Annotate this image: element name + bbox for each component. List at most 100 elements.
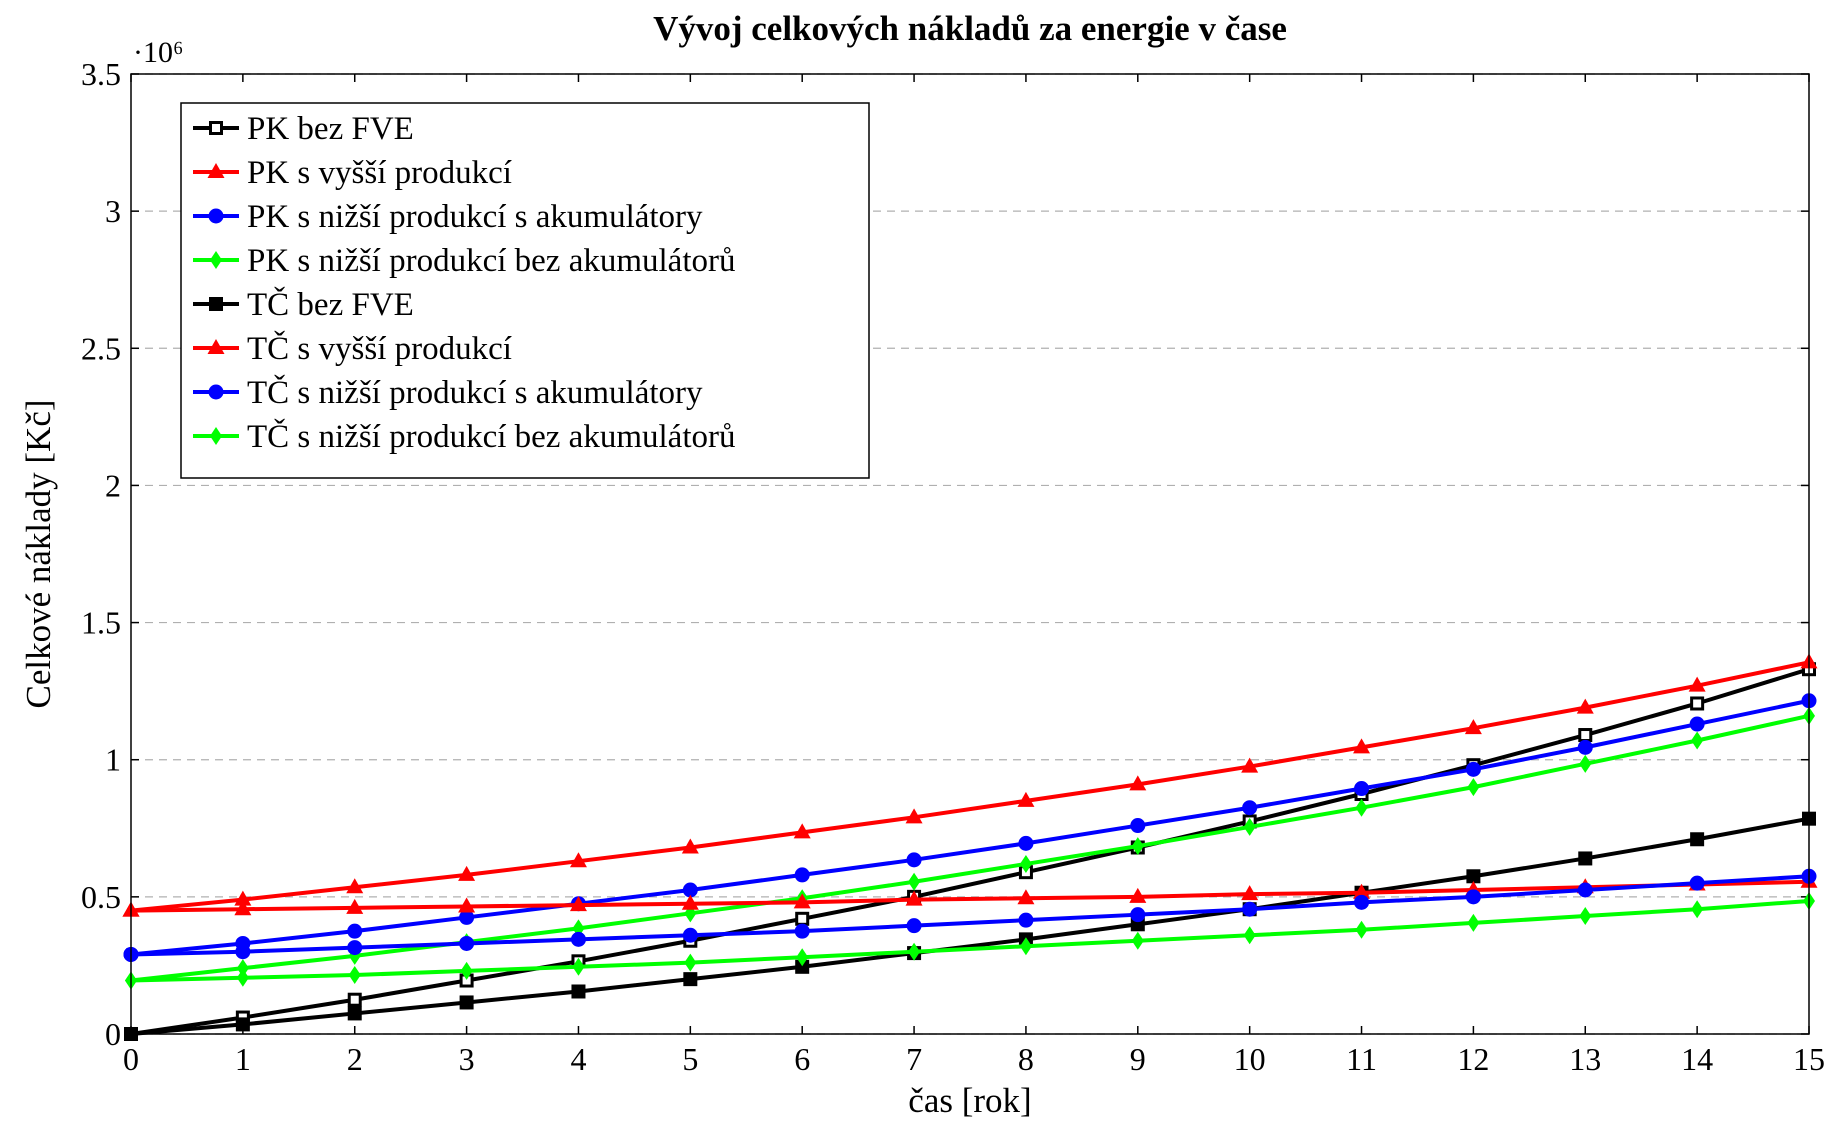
marker (235, 1017, 250, 1032)
y-tick-label: 2 (105, 467, 121, 503)
marker (795, 911, 810, 926)
plot-frame (130, 73, 1810, 1035)
marker (1131, 931, 1144, 950)
marker (1019, 937, 1032, 956)
marker (458, 865, 476, 881)
marker (796, 948, 809, 967)
series-line (130, 660, 1810, 913)
legend-label: PK s vyšší produkcí (247, 155, 512, 191)
x-tick-label: 6 (794, 1041, 810, 1077)
y-tick-label: 0 (105, 1016, 121, 1052)
marker (347, 1006, 362, 1021)
marker (348, 966, 361, 985)
marker (1691, 900, 1704, 919)
marker (908, 872, 921, 891)
marker (908, 942, 921, 961)
marker (905, 890, 923, 906)
legend-marker (208, 208, 224, 224)
marker (1129, 887, 1147, 903)
legend-marker (210, 251, 222, 269)
marker (1579, 907, 1592, 926)
marker (234, 900, 252, 916)
marker (1242, 800, 1258, 816)
marker (1018, 835, 1034, 851)
y-tick-label: 2.5 (81, 330, 121, 366)
marker (1465, 889, 1481, 905)
marker (236, 968, 249, 987)
x-tick-label: 1 (235, 1041, 251, 1077)
series (123, 868, 1817, 962)
marker (347, 923, 363, 939)
marker (1130, 907, 1146, 923)
series-line (130, 816, 1810, 1036)
marker (1241, 757, 1259, 773)
marker (1242, 901, 1258, 917)
marker (347, 940, 363, 956)
legend-label: TČ s nižší produkcí s akumulátory (247, 373, 703, 411)
marker (1578, 851, 1593, 866)
marker (1129, 775, 1147, 791)
marker (1690, 832, 1705, 847)
marker (459, 935, 475, 951)
series (122, 872, 1818, 917)
legend-label: TČ bez FVE (247, 285, 414, 323)
marker (1241, 885, 1259, 901)
x-tick-label: 2 (347, 1041, 363, 1077)
marker (905, 808, 923, 824)
legend-marker (207, 163, 225, 178)
marker (459, 995, 474, 1010)
legend-label: PK bez FVE (247, 111, 414, 147)
marker (1019, 854, 1032, 873)
marker (906, 852, 922, 868)
legend-marker (207, 339, 225, 354)
marker (1577, 882, 1593, 898)
x-tick-label: 12 (1457, 1041, 1489, 1077)
marker (569, 896, 587, 912)
marker (1466, 869, 1481, 884)
marker (1579, 754, 1592, 773)
marker (347, 992, 362, 1007)
marker (1467, 913, 1480, 932)
series-line (130, 713, 1810, 983)
marker (1464, 719, 1482, 735)
series-line (130, 874, 1810, 957)
chart-title: Vývoj celkových nákladů za energie v čas… (653, 9, 1287, 48)
marker (1578, 728, 1593, 743)
marker (1354, 894, 1370, 910)
marker (460, 961, 473, 980)
marker (571, 984, 586, 999)
legend-label: TČ s vyšší produkcí (247, 329, 512, 367)
marker (683, 972, 698, 987)
legend-marker (209, 121, 223, 135)
marker (1577, 739, 1593, 755)
marker (1017, 791, 1035, 807)
x-tick-label: 0 (123, 1041, 139, 1077)
x-tick-label: 3 (459, 1041, 475, 1077)
marker (458, 897, 476, 913)
series (125, 891, 1815, 990)
marker (346, 878, 364, 894)
legend-marker (208, 384, 224, 400)
x-tick-label: 8 (1018, 1041, 1034, 1077)
marker (1691, 731, 1704, 750)
legend-marker (210, 427, 222, 445)
marker (459, 909, 475, 925)
series-line (130, 879, 1810, 913)
marker (1465, 761, 1481, 777)
x-tick-label: 4 (570, 1041, 586, 1077)
marker (795, 959, 810, 974)
x-tick-label: 14 (1681, 1041, 1713, 1077)
x-tick-label: 13 (1569, 1041, 1601, 1077)
legend-label: PK s nižší produkcí s akumulátory (247, 199, 703, 235)
y-tick-label: 1 (105, 742, 121, 778)
marker (906, 918, 922, 934)
x-tick-label: 15 (1793, 1041, 1825, 1077)
marker (1355, 920, 1368, 939)
marker (681, 838, 699, 854)
marker (1689, 875, 1705, 891)
marker (1688, 676, 1706, 692)
x-tick-label: 9 (1130, 1041, 1146, 1077)
y-tick-label: 3 (105, 193, 121, 229)
y-scale-label: ·10⁶ (133, 36, 183, 69)
series-line (130, 667, 1810, 1036)
